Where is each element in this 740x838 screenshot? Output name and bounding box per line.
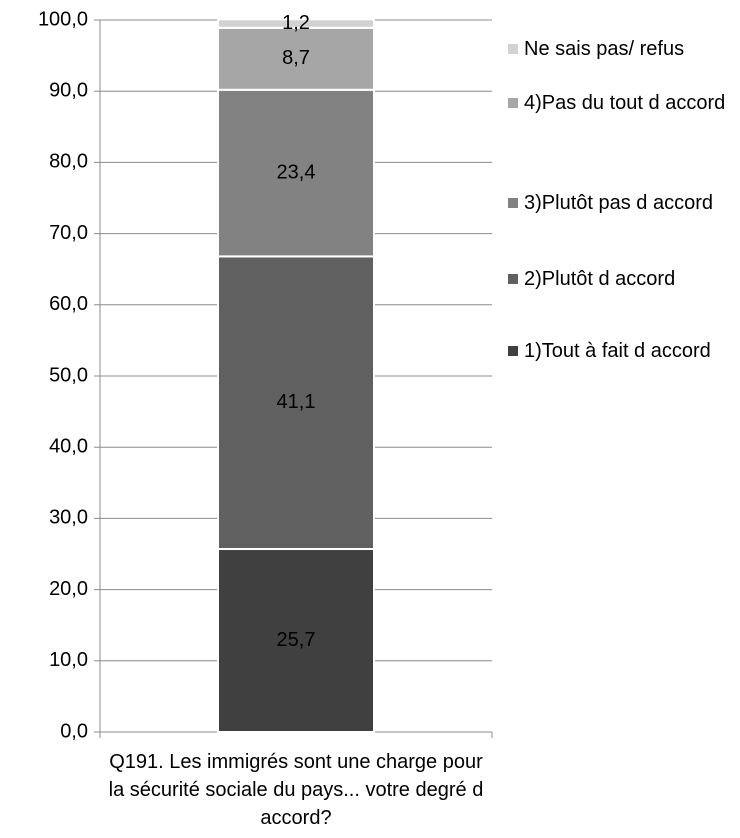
legend-item: Ne sais pas/ refus [508,34,740,64]
y-tick-label: 30,0 [49,507,88,529]
legend-label: 3)Plutôt pas d accord [524,192,713,214]
data-label: 25,7 [277,629,316,651]
legend-label: 1)Tout à fait d accord [524,340,711,362]
legend-label: 2)Plutôt d accord [524,268,676,290]
legend-swatch [508,346,518,356]
legend-item: 4)Pas du tout d accord [508,88,740,118]
legend-item: 1)Tout à fait d accord [508,336,740,366]
data-label: 1,2 [282,12,310,34]
y-tick-label: 10,0 [49,649,88,671]
data-label: 23,4 [277,161,316,183]
data-label: 8,7 [282,47,310,69]
bar-segment [217,26,375,91]
y-tick-label: 60,0 [49,293,88,315]
legend-label: 4)Pas du tout d accord [524,92,726,114]
y-tick-label: 50,0 [49,364,88,386]
bar-segment [217,88,375,258]
legend-item: 3)Plutôt pas d accord [508,188,740,218]
y-tick-label: 70,0 [49,222,88,244]
y-tick-label: 90,0 [49,79,88,101]
legend-swatch [508,198,518,208]
legend-swatch [508,44,518,54]
y-tick-label: 40,0 [49,435,88,457]
y-tick-label: 20,0 [49,578,88,600]
data-label: 41,1 [277,391,316,413]
y-tick-label: 0,0 [60,720,88,742]
legend-label: Ne sais pas/ refus [524,38,685,60]
y-tick-label: 80,0 [49,151,88,173]
y-tick-label: 100,0 [38,8,88,30]
bar-segment [217,548,375,733]
bar-segment [217,18,375,29]
x-tick-label: Q191. Les immigrés sont une charge pour … [108,751,484,829]
legend-swatch [508,98,518,108]
bar-segment [217,255,375,551]
legend-swatch [508,274,518,284]
legend-item: 2)Plutôt d accord [508,264,740,294]
